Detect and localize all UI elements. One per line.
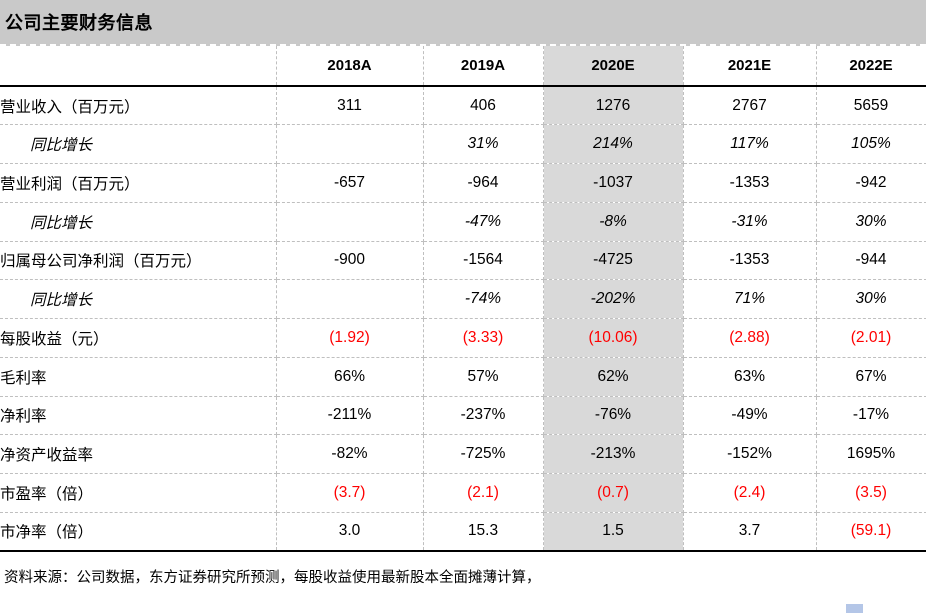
table-row: 毛利率 66% 57% 62% 63% 67%	[0, 357, 926, 397]
table-cell: -211%	[276, 396, 424, 436]
table-cell: 5659	[816, 86, 926, 126]
table-cell: (0.7)	[543, 473, 684, 513]
table-cell: -31%	[683, 202, 817, 242]
table-cell: 71%	[683, 279, 817, 319]
table-cell: 3.7	[683, 512, 817, 552]
table-cell: (10.06)	[543, 318, 684, 358]
table-cell: 62%	[543, 357, 684, 397]
table-cell: 67%	[816, 357, 926, 397]
table-cell: 1695%	[816, 434, 926, 474]
table-cell: -900	[276, 241, 424, 281]
table-cell: 15.3	[423, 512, 544, 552]
table-cell: -82%	[276, 434, 424, 474]
table-cell: 311	[276, 86, 424, 126]
table-row: 同比增长 -74% -202% 71% 30%	[0, 279, 926, 319]
row-label: 同比增长	[0, 202, 277, 242]
table-row: 每股收益（元） (1.92) (3.33) (10.06) (2.88) (2.01)	[0, 318, 926, 358]
table-cell: 105%	[816, 124, 926, 164]
column-header-2019a: 2019A	[423, 46, 544, 87]
table-cell: -944	[816, 241, 926, 281]
table-cell: (2.01)	[816, 318, 926, 358]
table-cell: 117%	[683, 124, 817, 164]
financial-table-body: 营业收入（百万元） 311 406 1276 2767 5659 同比增长 31% 214% 11…	[0, 86, 926, 552]
table-row: 净利率 -211% -237% -76% -49% -17%	[0, 396, 926, 436]
row-label: 营业收入（百万元）	[0, 86, 277, 126]
table-cell: -152%	[683, 434, 817, 474]
column-header-2020e: 2020E	[543, 46, 684, 87]
table-cell: -942	[816, 163, 926, 203]
table-cell: -74%	[423, 279, 544, 319]
table-cell: (2.1)	[423, 473, 544, 513]
table-cell: (3.5)	[816, 473, 926, 513]
table-cell: -1353	[683, 163, 817, 203]
row-label: 净利率	[0, 396, 277, 436]
table-cell: (59.1)	[816, 512, 926, 552]
table-title: 公司主要财务信息	[5, 13, 153, 33]
table-row: 归属母公司净利润（百万元） -900 -1564 -4725 -1353 -944	[0, 241, 926, 281]
source-note: 资料来源：公司数据，东方证券研究所预测，每股收益使用最新股本全面摊薄计算，	[4, 570, 541, 586]
column-header-2021e: 2021E	[683, 46, 817, 87]
row-label: 营业利润（百万元）	[0, 163, 277, 203]
table-cell: -1353	[683, 241, 817, 281]
table-cell: (1.92)	[276, 318, 424, 358]
table-cell: -76%	[543, 396, 684, 436]
row-label: 市盈率（倍）	[0, 473, 277, 513]
table-cell: -47%	[423, 202, 544, 242]
table-row: 同比增长 -47% -8% -31% 30%	[0, 202, 926, 242]
row-label: 同比增长	[0, 124, 277, 164]
table-row: 市盈率（倍） (3.7) (2.1) (0.7) (2.4) (3.5)	[0, 473, 926, 513]
table-cell: -202%	[543, 279, 684, 319]
table-cell: -237%	[423, 396, 544, 436]
table-cell: -964	[423, 163, 544, 203]
column-header-2022e: 2022E	[816, 46, 926, 87]
table-cell: 63%	[683, 357, 817, 397]
table-cell: 31%	[423, 124, 544, 164]
table-cell: (2.88)	[683, 318, 817, 358]
table-row: 净资产收益率 -82% -725% -213% -152% 1695%	[0, 434, 926, 474]
table-cell: 30%	[816, 202, 926, 242]
table-row: 营业利润（百万元） -657 -964 -1037 -1353 -942	[0, 163, 926, 203]
row-label: 同比增长	[0, 279, 277, 319]
row-label: 归属母公司净利润（百万元）	[0, 241, 277, 281]
table-cell: (3.7)	[276, 473, 424, 513]
table-cell: -17%	[816, 396, 926, 436]
table-cell: (3.33)	[423, 318, 544, 358]
table-cell: -657	[276, 163, 424, 203]
corner-header-cell	[0, 46, 277, 87]
table-cell: 3.0	[276, 512, 424, 552]
table-cell: 406	[423, 86, 544, 126]
row-label: 毛利率	[0, 357, 277, 397]
financial-table: 2018A 2019A 2020E 2021E 2022E 营业收入（百万元） 311 40…	[0, 46, 926, 552]
table-cell: -49%	[683, 396, 817, 436]
table-cell: 1.5	[543, 512, 684, 552]
column-header-2018a: 2018A	[276, 46, 424, 87]
table-cell: -213%	[543, 434, 684, 474]
row-label: 净资产收益率	[0, 434, 277, 474]
table-row: 营业收入（百万元） 311 406 1276 2767 5659	[0, 86, 926, 126]
table-row: 同比增长 31% 214% 117% 105%	[0, 124, 926, 164]
table-cell: -1037	[543, 163, 684, 203]
table-cell: -725%	[423, 434, 544, 474]
row-label: 每股收益（元）	[0, 318, 277, 358]
row-label: 市净率（倍）	[0, 512, 277, 552]
header-row: 2018A 2019A 2020E 2021E 2022E	[0, 46, 926, 87]
table-cell	[276, 202, 424, 242]
table-row: 市净率（倍） 3.0 15.3 1.5 3.7 (59.1)	[0, 512, 926, 552]
table-cell: 66%	[276, 357, 424, 397]
table-cell: -1564	[423, 241, 544, 281]
table-cell: 214%	[543, 124, 684, 164]
table-cell: 1276	[543, 86, 684, 126]
table-cell	[276, 124, 424, 164]
table-cell: -4725	[543, 241, 684, 281]
table-cell: 30%	[816, 279, 926, 319]
table-cell: -8%	[543, 202, 684, 242]
table-title-bar: 公司主要财务信息	[0, 0, 926, 46]
table-cell: 2767	[683, 86, 817, 126]
corner-blue-mark	[846, 604, 863, 613]
table-cell: (2.4)	[683, 473, 817, 513]
table-cell: 57%	[423, 357, 544, 397]
table-cell	[276, 279, 424, 319]
